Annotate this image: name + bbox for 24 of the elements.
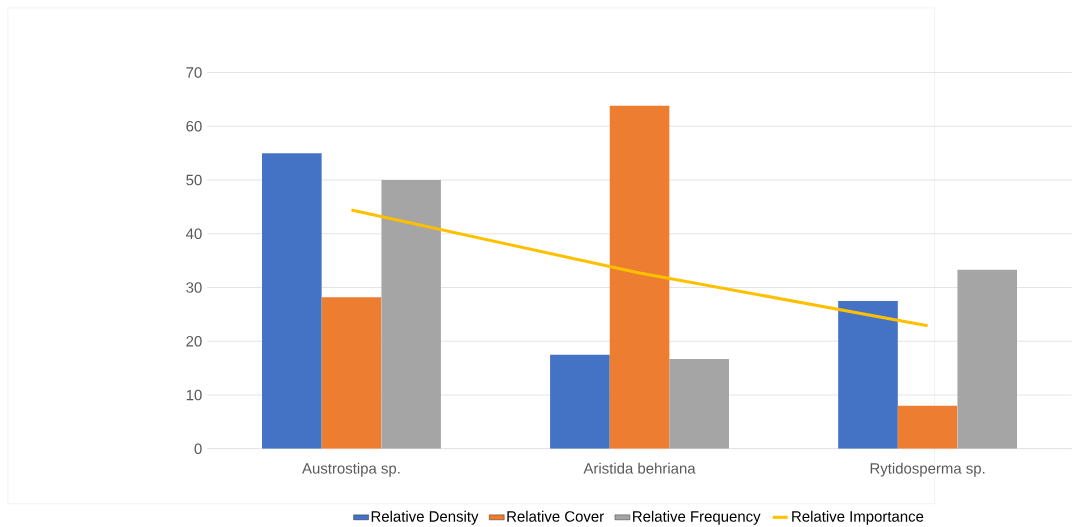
y-tick-label: 30	[186, 282, 202, 293]
bar	[897, 405, 958, 449]
bar	[550, 354, 610, 449]
bar	[838, 300, 898, 449]
x-tick-label: Rytidosperma sp.	[870, 462, 985, 477]
y-tick-label: 70	[186, 67, 202, 78]
legend-label: Relative Frequency	[633, 510, 761, 525]
y-tick-label: 20	[186, 335, 202, 347]
bar	[669, 358, 729, 449]
legend-label: Relative Importance	[792, 510, 924, 525]
legend-label: Relative Density	[371, 510, 479, 525]
y-tick-label: 10	[186, 389, 202, 401]
bar	[609, 105, 670, 449]
bar	[957, 269, 1018, 449]
bar	[262, 152, 322, 449]
y-tick-label: 60	[186, 120, 202, 132]
y-tick-label: 40	[185, 228, 202, 239]
bar	[321, 297, 382, 449]
bar	[381, 179, 441, 449]
x-tick-label: Aristida behriana	[583, 462, 696, 474]
x-tick-label: Austrostipa sp.	[302, 462, 400, 477]
y-tick-label: 50	[186, 174, 202, 186]
legend-label: Relative Cover	[507, 510, 604, 522]
y-tick-label: 0	[194, 443, 202, 454]
